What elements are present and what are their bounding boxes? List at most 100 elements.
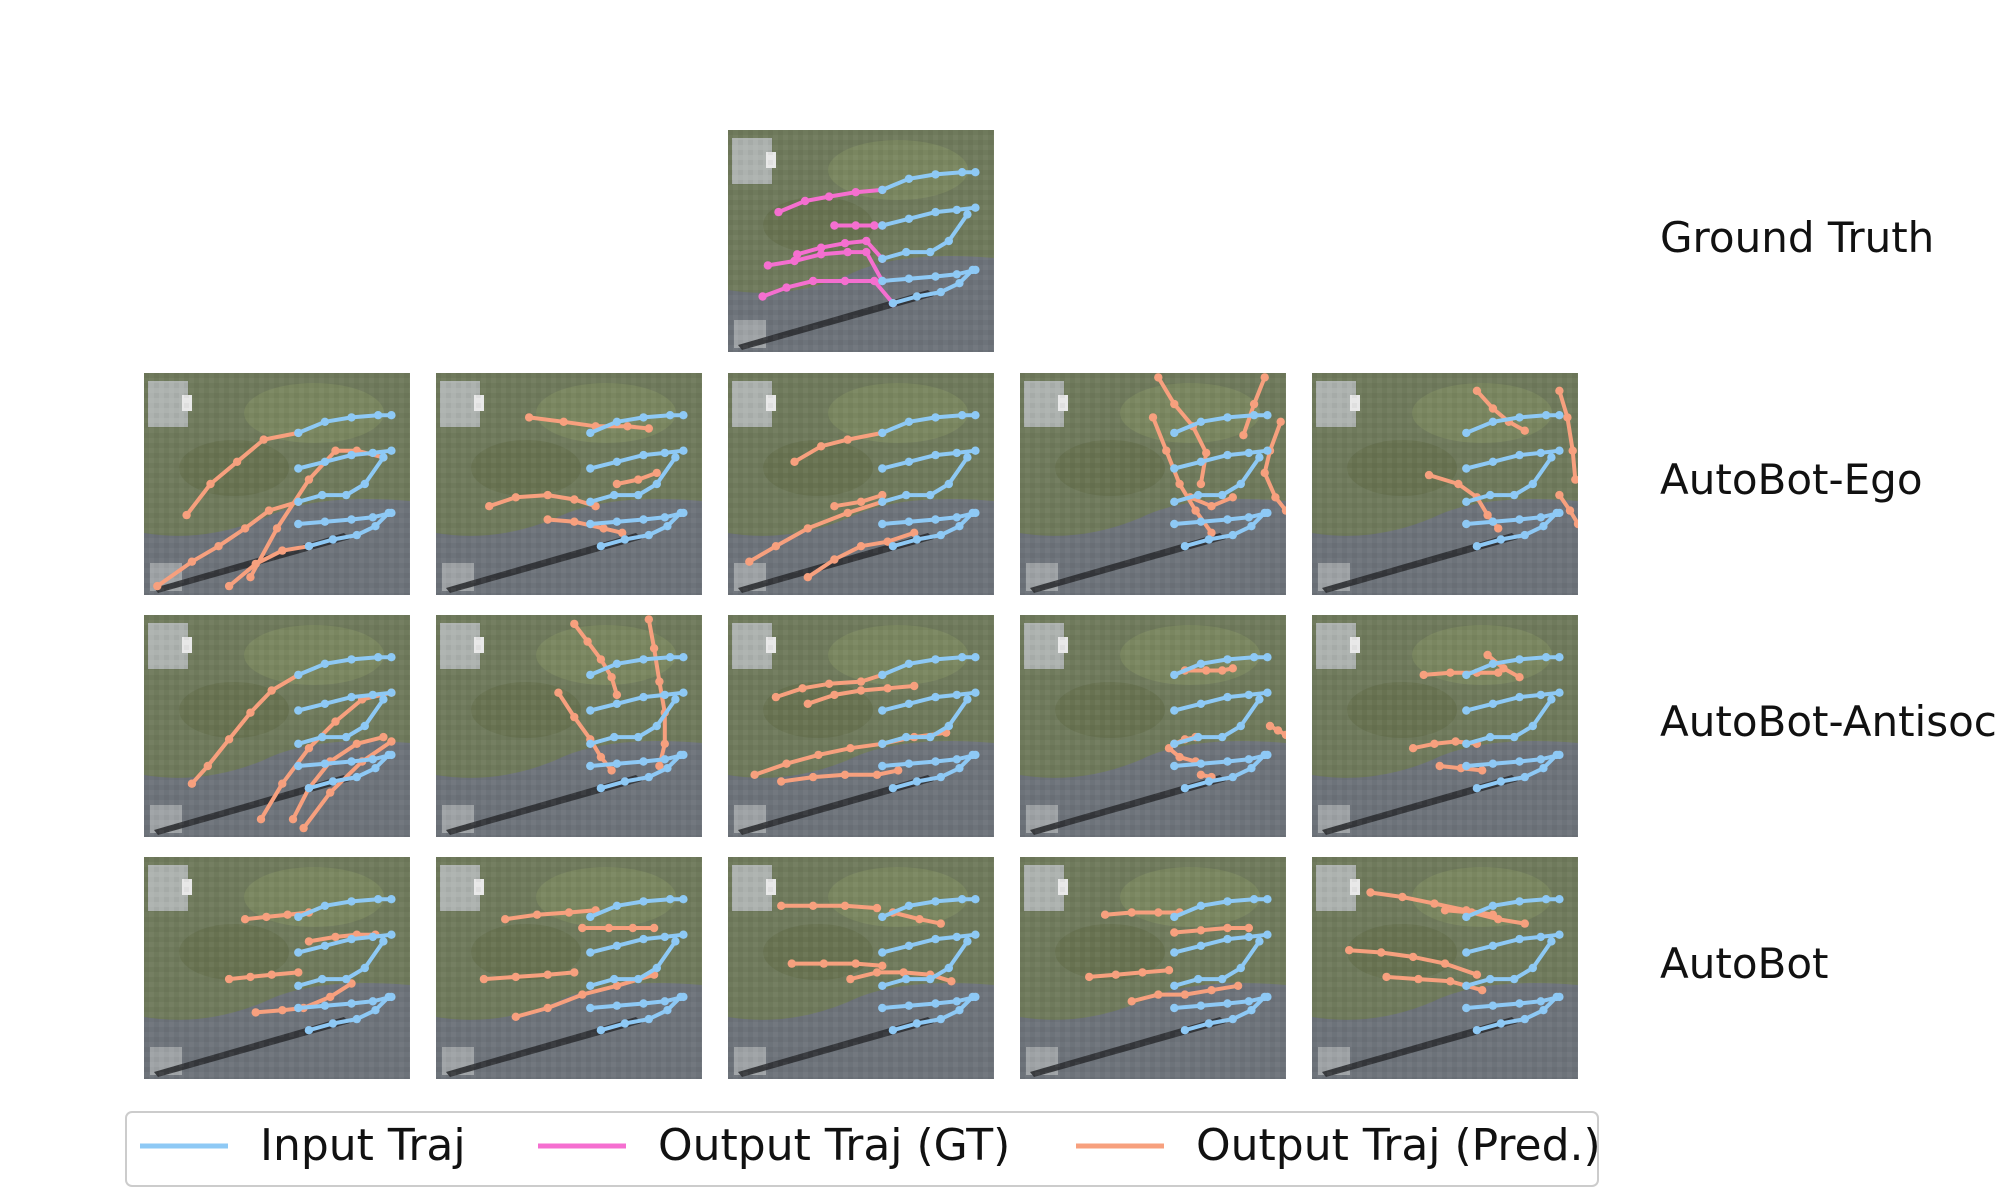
trajectory-point-input — [944, 721, 953, 731]
trajectory-line-pred — [306, 932, 378, 944]
trajectory-point-pred — [1555, 490, 1564, 500]
trajectory-point-pred — [304, 744, 314, 753]
trajectory-point-input — [320, 1001, 330, 1010]
trajectory-point-input — [387, 930, 396, 939]
trajectory-input — [586, 446, 688, 473]
trajectory-pred — [1440, 906, 1529, 928]
trajectory-point-input — [1515, 515, 1524, 524]
trajectory-point-input — [368, 690, 377, 700]
trajectory-point-input — [294, 670, 303, 680]
trajectory-point-pred — [915, 915, 924, 924]
trajectory-point-input — [1218, 732, 1227, 742]
trajectory-point-input — [373, 895, 383, 904]
trajectory-point-pred — [910, 681, 919, 691]
tile-content — [1020, 857, 1286, 1079]
trajectory-point-pred — [745, 557, 754, 566]
trajectory-point-input — [1223, 999, 1232, 1008]
trajectory-point-pred — [819, 959, 828, 968]
trajectory-point-pred — [387, 737, 396, 746]
trajectory-point-pred — [224, 735, 234, 744]
trajectory-input — [1170, 895, 1272, 922]
tile-content — [144, 615, 410, 837]
trajectory-point-input — [963, 453, 972, 462]
trajectory-point-input — [612, 517, 622, 526]
trajectory-point-input — [620, 1019, 630, 1028]
trajectory-point-pred — [1265, 721, 1275, 731]
trajectory-point-input — [1255, 695, 1264, 704]
trajectory-point-input — [1223, 655, 1232, 664]
trajectory-point-input — [379, 453, 388, 462]
trajectory-point-pred — [543, 515, 552, 524]
trajectory-input — [878, 411, 980, 438]
trajectory-point-input — [1515, 413, 1524, 422]
trajectory-point-pred — [840, 901, 850, 910]
trajectory-point-input — [294, 761, 303, 771]
trajectory-point-pred — [1483, 510, 1492, 520]
trajectory-point-input — [888, 542, 898, 551]
trajectory-point-pred — [1408, 744, 1418, 753]
trajectory-point-pred — [830, 690, 839, 700]
trajectory-point-input — [1244, 690, 1253, 700]
trajectory-point-input — [1170, 706, 1179, 715]
trajectory-point-input — [1555, 411, 1564, 420]
trajectory-pred — [570, 619, 622, 700]
trajectory-point-input — [1204, 535, 1214, 544]
trajectory-point-input — [1520, 530, 1529, 540]
trajectory-input — [586, 930, 688, 957]
trajectory-line-pred — [503, 908, 598, 922]
trajectory-point-pred — [267, 686, 276, 695]
trajectory-point-input — [320, 659, 330, 668]
trajectory-point-input — [904, 214, 914, 223]
trajectory-point-pred — [153, 581, 162, 591]
trajectory-point-pred — [660, 739, 669, 748]
trajectory-point-pred — [618, 528, 627, 537]
tile-texture — [728, 615, 994, 837]
trajectory-point-input — [368, 513, 377, 522]
trajectory-point-pred — [304, 937, 314, 946]
trajectory-point-input — [294, 706, 303, 715]
trajectory-pred — [524, 413, 653, 433]
trajectory-point-input — [586, 761, 595, 771]
trajectory-point-gt — [870, 221, 879, 230]
trajectory-point-input — [878, 948, 887, 957]
trajectory-point-input — [665, 653, 675, 662]
trajectory-point-pred — [607, 766, 616, 775]
trajectory-point-pred — [1483, 650, 1492, 660]
scene-tile — [1312, 373, 1578, 595]
trajectory-input — [586, 695, 680, 748]
trajectory-point-input — [955, 279, 964, 288]
trajectory-point-pred — [1454, 479, 1463, 489]
trajectory-point-pred — [1162, 446, 1171, 455]
trajectory-point-pred — [1148, 413, 1158, 422]
trajectory-pred — [777, 766, 903, 786]
trajectory-point-pred — [543, 490, 552, 500]
trajectory-point-pred — [883, 684, 892, 693]
trajectory-input — [294, 930, 396, 957]
trajectory-point-input — [1249, 411, 1259, 420]
trajectory-point-input — [1249, 653, 1259, 662]
trajectory-point-pred — [808, 772, 818, 782]
trajectory-point-input — [1528, 721, 1537, 731]
trajectory-point-gt — [790, 256, 799, 266]
trajectory-point-pred — [947, 977, 956, 986]
trajectory-point-input — [931, 450, 940, 460]
trajectory-point-input — [679, 446, 688, 455]
tile-content — [728, 857, 994, 1079]
trajectory-point-input — [679, 411, 688, 420]
trajectory-point-pred — [331, 932, 340, 942]
trajectory-point-input — [957, 168, 967, 177]
trajectory-point-input — [294, 981, 303, 990]
trajectory-point-input — [1260, 992, 1269, 1002]
tile-texture — [144, 857, 410, 1079]
trajectory-point-input — [586, 1003, 595, 1013]
trajectory-input — [878, 168, 980, 195]
trajectory-point-input — [878, 428, 887, 438]
trajectory-point-input — [1263, 446, 1272, 455]
trajectory-pred — [771, 670, 887, 702]
trajectory-point-pred — [856, 497, 866, 506]
trajectory-point-pred — [649, 923, 659, 933]
trajectory-point-input — [1462, 981, 1471, 990]
trajectory-point-input — [1194, 974, 1203, 984]
trajectory-point-input — [360, 479, 369, 489]
trajectory-point-input — [904, 274, 914, 283]
